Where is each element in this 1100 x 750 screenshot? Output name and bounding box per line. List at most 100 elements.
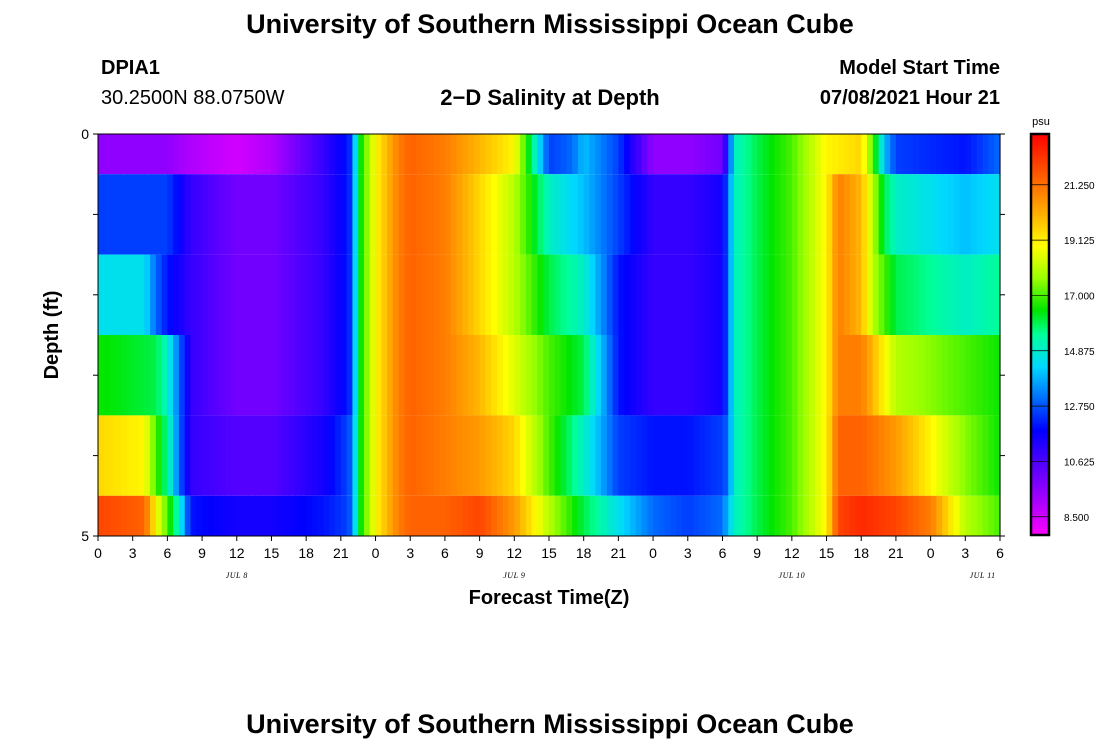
heatmap-cell [352,134,359,175]
heatmap-cell [109,134,116,175]
heatmap-cell [577,174,585,255]
heatmap-cell [450,415,458,496]
heatmap-cell [566,134,573,175]
heatmap-cell [496,254,504,335]
heatmap-cell [988,495,995,536]
heatmap-cell [363,134,371,175]
heatmap-cell [115,335,122,416]
heatmap-cell [901,134,909,175]
heatmap-cell [867,335,874,416]
heatmap-cell [780,415,787,496]
heatmap-cell [734,254,741,335]
heatmap-cell [543,254,550,335]
heatmap-cell [583,495,591,536]
heatmap-cell [577,495,585,536]
heatmap-cell [329,495,336,536]
heatmap-cell [699,335,706,416]
heatmap-cell [722,335,729,416]
heatmap-cell [982,134,990,175]
heatmap-cell [184,134,192,175]
heatmap-cell [670,174,677,255]
heatmap-cell [161,174,168,255]
heatmap-cell [676,134,683,175]
heatmap-cell [283,254,290,335]
heatmap-cell [537,254,544,335]
heatmap-cell [462,254,469,335]
heatmap-cell [913,415,920,496]
heatmap-cell [340,415,348,496]
heatmap-cell [780,254,787,335]
x-tick-label: 3 [684,545,692,561]
heatmap-cell [861,254,868,335]
heatmap-cell [757,134,764,175]
heatmap-cell [115,415,122,496]
heatmap-cell [421,335,429,416]
heatmap-cell [924,495,932,536]
heatmap-cell [664,335,672,416]
heatmap-cell [392,495,400,536]
heatmap-cell [416,174,423,255]
heatmap-cell [884,495,891,536]
heatmap-cell [444,335,452,416]
heatmap-cell [919,495,926,536]
heatmap-cell [618,335,625,416]
heatmap-cell [485,174,492,255]
heatmap-cell [502,335,510,416]
heatmap-cell [577,254,585,335]
heatmap-cell [965,495,972,536]
heatmap-cell [387,254,394,335]
heatmap-cell [230,335,238,416]
heatmap-cells [98,134,1001,536]
heatmap-cell [560,335,567,416]
heatmap-cell [601,134,608,175]
heatmap-cell [190,134,197,175]
heatmap-cell [531,495,539,536]
heatmap-cell [520,415,527,496]
heatmap-cell [207,495,215,536]
heatmap-cell [520,335,527,416]
heatmap-cell [121,495,128,536]
heatmap-cell [965,134,972,175]
heatmap-cell [184,495,192,536]
x-tick-label: 15 [541,545,557,561]
heatmap-cell [473,134,481,175]
heatmap-cell [416,134,423,175]
heatmap-cell [907,134,914,175]
colorbar-ticks: 21.250 19.125 17.000 14.875 12.750 10.625 8.50… [1031,181,1095,524]
heatmap-cell [230,415,238,496]
heatmap-cell [930,335,937,416]
heatmap-cell [924,415,932,496]
day-label: JUL 9 [503,571,525,580]
heatmap-cell [843,415,851,496]
heatmap-cell [161,335,168,416]
heatmap-cell [398,134,406,175]
heatmap-cell [681,174,689,255]
heatmap-cell [277,134,284,175]
heatmap-cell [814,335,822,416]
heatmap-cell [248,174,255,255]
heatmap-cell [340,254,348,335]
heatmap-cell [965,174,972,255]
heatmap-cell [624,254,631,335]
x-tick-label: 6 [441,545,449,561]
heatmap-cell [820,174,828,255]
heatmap-cell [144,335,151,416]
heatmap-cell [624,134,631,175]
heatmap-cell [710,415,718,496]
heatmap-cell [543,134,550,175]
heatmap-cell [895,134,903,175]
heatmap-cell [751,174,758,255]
heatmap-cell [121,174,128,255]
heatmap-cell [363,495,371,536]
heatmap-cell [225,254,232,335]
heatmap-cell [919,254,926,335]
heatmap-cell [132,134,140,175]
heatmap-cell [283,174,290,255]
heatmap-cell [971,254,978,335]
heatmap-cell [959,415,966,496]
heatmap-cell [572,174,579,255]
heatmap-cell [525,495,533,536]
heatmap-cell [306,415,313,496]
footer-title: University of Southern Mississippi Ocean… [246,709,854,739]
heatmap-cell [832,495,839,536]
